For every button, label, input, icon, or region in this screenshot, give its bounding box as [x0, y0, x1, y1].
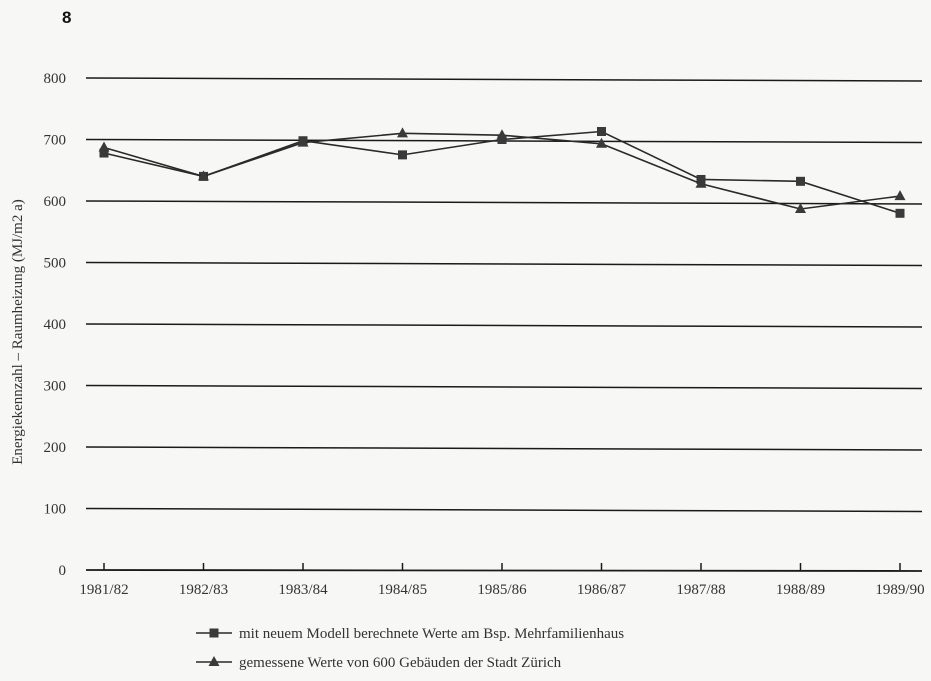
gridline-500 [85, 261, 923, 267]
gridline-600 [85, 200, 923, 205]
triangle-marker [98, 141, 110, 152]
triangle-marker [397, 127, 408, 138]
gridline-800 [85, 77, 923, 82]
x-tick-label: 1989/90 [875, 582, 924, 598]
series-line [103, 132, 901, 210]
y-tick-label: 500 [44, 256, 67, 272]
triangle-marker [894, 190, 906, 201]
square-marker [597, 127, 606, 137]
triangle-marker [695, 177, 707, 188]
triangle-marker [297, 136, 309, 147]
triangle-marker [596, 137, 607, 148]
x-tick-label: 1984/85 [378, 582, 427, 598]
legend-label: gemessene Werte von 600 Gebäuden der Sta… [239, 655, 562, 671]
x-axis-line [85, 569, 923, 572]
gridline-300 [85, 384, 923, 390]
x-tick-label: 1985/86 [477, 582, 527, 598]
y-tick-label: 200 [44, 440, 67, 456]
gridline-200 [85, 446, 923, 451]
square-marker [895, 208, 905, 218]
x-tick-label: 1982/83 [179, 582, 228, 598]
square-marker [398, 150, 407, 160]
series-2 [98, 127, 906, 213]
triangle-marker [496, 129, 508, 140]
gridline-100 [85, 507, 923, 513]
y-axis-title: Energiekennzahl – Raumheizung (MJ/m2 a) [10, 199, 26, 464]
figure-number: 8 [62, 8, 72, 27]
legend-item: mit neuem Modell berechnete Werte am Bsp… [196, 626, 624, 642]
y-tick-label: 100 [44, 502, 67, 518]
y-tick-label: 600 [44, 194, 67, 210]
series [98, 127, 906, 218]
legend-triangle-marker [208, 656, 220, 666]
x-tick-label: 1986/87 [577, 582, 627, 598]
y-tick-label: 800 [44, 71, 67, 87]
y-tick-label: 0 [59, 563, 67, 579]
grid [85, 77, 923, 572]
x-tick-label: 1987/88 [676, 582, 725, 598]
y-axis-ticks: 0 100 200 300 400 500 600 700 800 [44, 71, 67, 579]
legend: mit neuem Modell berechnete Werte am Bsp… [196, 626, 624, 671]
square-marker [99, 148, 109, 158]
legend-item: gemessene Werte von 600 Gebäuden der Sta… [196, 655, 562, 671]
y-tick-label: 300 [44, 379, 67, 395]
triangle-marker [198, 170, 209, 181]
x-tick-label: 1988/89 [776, 582, 825, 598]
gridline-400 [85, 323, 923, 328]
square-marker [796, 176, 805, 186]
y-tick-label: 700 [44, 133, 67, 149]
legend-label: mit neuem Modell berechnete Werte am Bsp… [239, 626, 624, 642]
square-marker [497, 135, 507, 144]
y-tick-label: 400 [44, 317, 67, 333]
x-tick-label: 1981/82 [79, 582, 128, 598]
legend-square-marker [209, 628, 219, 638]
x-axis-ticks: 1981/82 1982/83 1983/84 1984/85 1985/86 1986/… [79, 563, 925, 598]
x-tick-label: 1983/84 [278, 582, 328, 598]
triangle-marker [795, 202, 806, 213]
